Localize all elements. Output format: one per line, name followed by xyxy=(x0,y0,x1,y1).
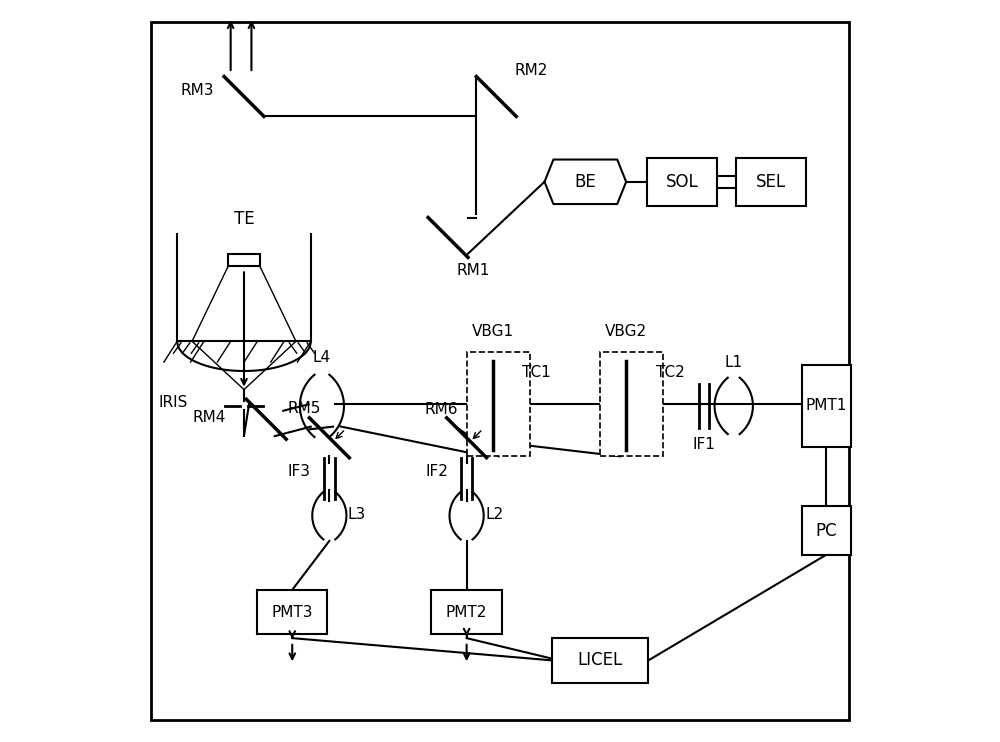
Text: RM3: RM3 xyxy=(181,83,214,98)
Text: SOL: SOL xyxy=(665,173,698,191)
Text: VBG2: VBG2 xyxy=(605,324,647,339)
Text: L1: L1 xyxy=(725,355,743,370)
Text: VBG1: VBG1 xyxy=(472,324,514,339)
Text: TE: TE xyxy=(234,210,254,228)
Text: TC2: TC2 xyxy=(656,365,685,380)
Bar xyxy=(467,352,530,456)
Bar xyxy=(736,158,806,206)
Text: IF3: IF3 xyxy=(288,464,311,479)
Text: L3: L3 xyxy=(348,507,366,522)
Bar xyxy=(257,590,327,634)
Bar xyxy=(228,254,260,266)
Text: BE: BE xyxy=(574,173,596,191)
Text: PMT1: PMT1 xyxy=(806,398,847,413)
Text: SEL: SEL xyxy=(756,173,786,191)
Polygon shape xyxy=(545,160,626,204)
Bar xyxy=(647,158,717,206)
Bar xyxy=(802,365,851,447)
Text: RM2: RM2 xyxy=(515,63,548,78)
Text: TC1: TC1 xyxy=(522,365,551,380)
Text: IF2: IF2 xyxy=(425,464,448,479)
Text: L2: L2 xyxy=(485,507,503,522)
Text: IRIS: IRIS xyxy=(159,395,188,410)
Text: LICEL: LICEL xyxy=(578,651,623,669)
Text: IF1: IF1 xyxy=(693,437,715,452)
Text: RM6: RM6 xyxy=(424,402,458,417)
Bar xyxy=(600,352,663,456)
Bar xyxy=(802,507,851,555)
Text: PMT3: PMT3 xyxy=(271,605,313,620)
Text: RM4: RM4 xyxy=(192,410,225,425)
Bar xyxy=(431,590,502,634)
Text: L4: L4 xyxy=(313,350,331,365)
Text: RM1: RM1 xyxy=(457,263,490,278)
Text: PMT2: PMT2 xyxy=(446,605,487,620)
Bar xyxy=(552,638,648,683)
Text: RM5: RM5 xyxy=(287,401,320,416)
Text: PC: PC xyxy=(816,522,837,539)
